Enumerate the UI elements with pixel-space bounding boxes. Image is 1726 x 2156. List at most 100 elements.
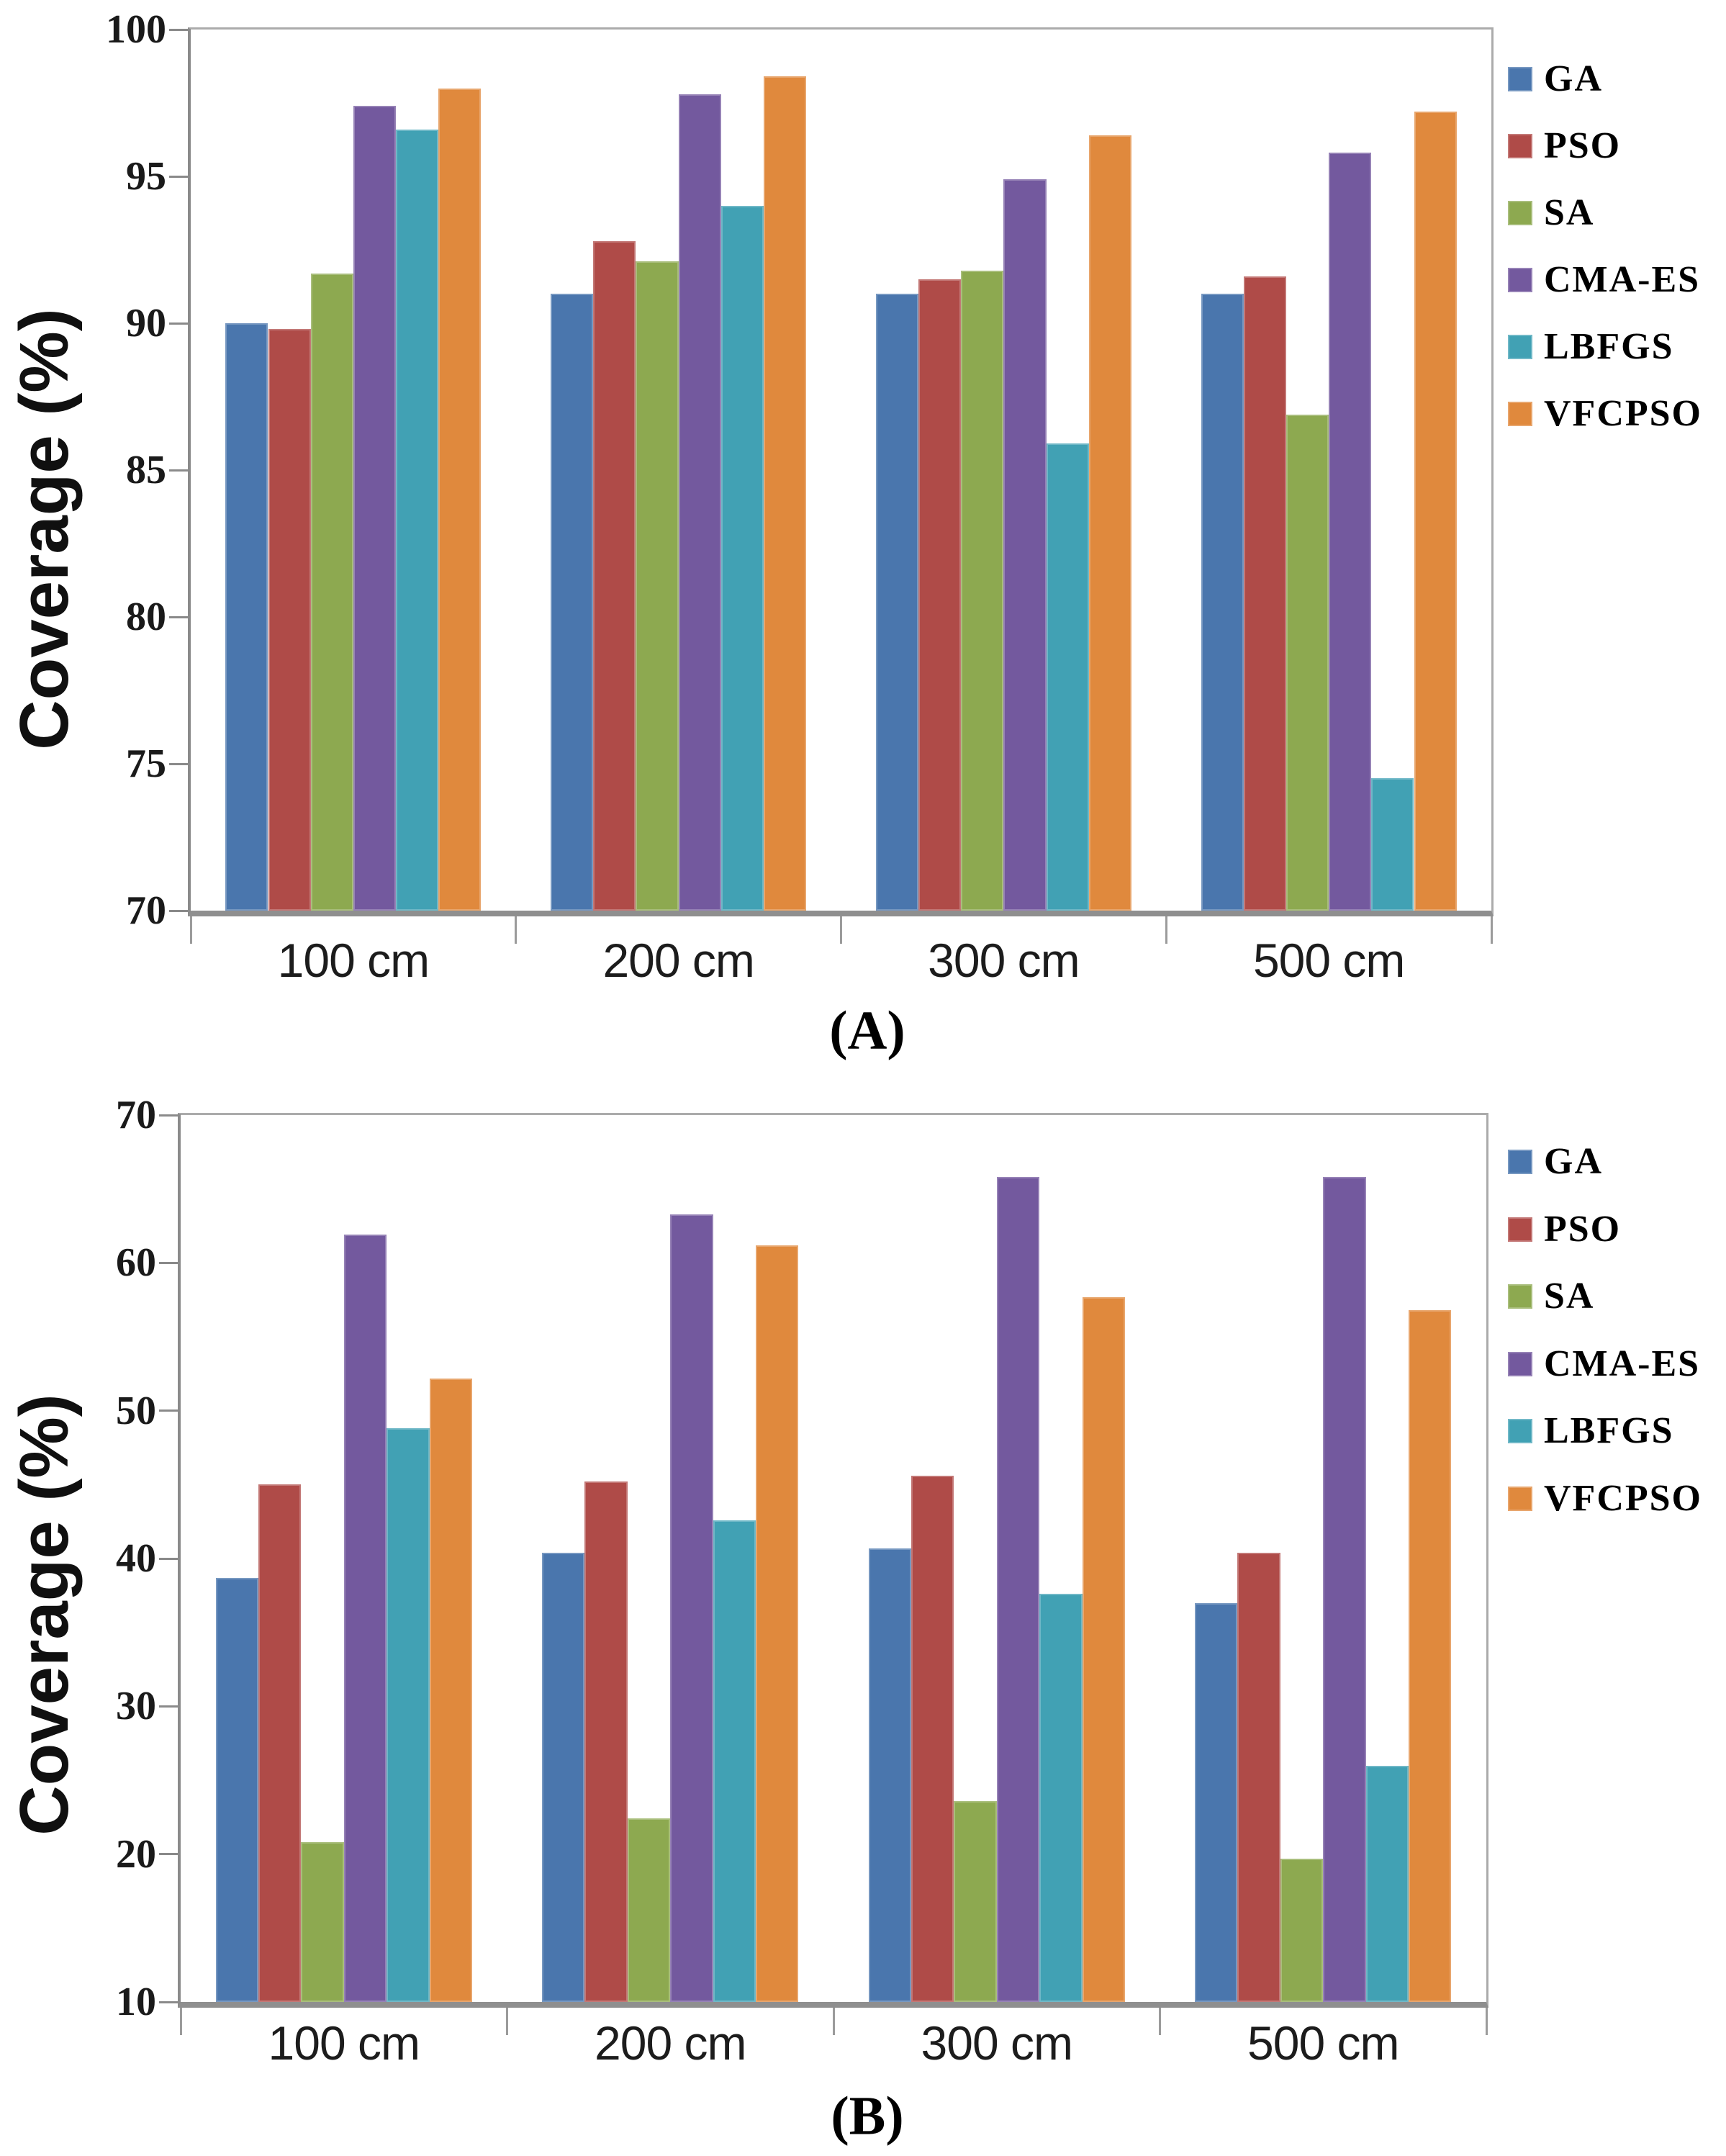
legend-swatch-ga <box>1508 1150 1532 1174</box>
bar-lbfgs-300cm <box>1039 1594 1083 2002</box>
y-tick-mark <box>159 1853 181 1856</box>
y-tick-mark <box>159 1261 181 1264</box>
x-tick-label-b: 300 cm <box>921 2016 1073 2070</box>
y-axis-title-a: Coverage (%) <box>6 308 83 750</box>
y-tick-label-b: 10 <box>116 1980 156 2024</box>
legend-swatch-sa <box>1508 1284 1532 1309</box>
bar-cma-es-300cm <box>996 1177 1040 2002</box>
x-tick-mark <box>189 916 192 944</box>
legend-item-sa: SA <box>1508 194 1594 232</box>
bar-vfcpso-500cm <box>1414 112 1457 911</box>
y-tick-label-b: 70 <box>116 1093 156 1137</box>
bar-sa-200cm <box>636 261 679 911</box>
bar-vfcpso-500cm <box>1409 1310 1452 2002</box>
bar-cma-es-200cm <box>670 1214 713 2002</box>
bar-sa-200cm <box>627 1818 671 2002</box>
bar-sa-100cm <box>310 273 353 911</box>
x-tick-label-a: 300 cm <box>928 934 1080 987</box>
y-tick-mark <box>169 615 191 618</box>
x-tick-mark <box>1485 2008 1488 2035</box>
legend-item-sa: SA <box>1508 1278 1594 1315</box>
legend-item-lbfgs: LBFGS <box>1508 1412 1674 1450</box>
bar-ga-200cm <box>542 1552 585 2002</box>
legend-item-pso: PSO <box>1508 127 1621 165</box>
y-tick-label-a: 75 <box>126 741 166 786</box>
y-tick-mark <box>169 28 191 31</box>
legend-swatch-ga <box>1508 67 1532 91</box>
bar-lbfgs-100cm <box>396 129 439 911</box>
bar-pso-500cm <box>1237 1552 1280 2002</box>
bar-vfcpso-100cm <box>429 1378 472 2002</box>
x-tick-mark <box>515 916 518 944</box>
y-tick-label-a: 95 <box>126 154 166 199</box>
y-tick-label-b: 30 <box>116 1684 156 1729</box>
legend-swatch-lbfgs <box>1508 1419 1532 1443</box>
y-tick-label-b: 50 <box>116 1388 156 1433</box>
legend-label-cma-es: CMA-ES <box>1544 1343 1701 1384</box>
y-tick-mark <box>159 1557 181 1560</box>
bar-sa-500cm <box>1286 414 1329 911</box>
bar-cma-es-200cm <box>678 94 721 911</box>
y-tick-mark <box>169 322 191 325</box>
y-tick-mark <box>159 1705 181 1708</box>
legend-item-ga: GA <box>1508 60 1603 98</box>
legend-label-sa: SA <box>1544 192 1595 233</box>
bar-vfcpso-300cm <box>1088 135 1131 911</box>
bar-ga-300cm <box>868 1548 911 2002</box>
y-tick-label-a: 80 <box>126 595 166 639</box>
legend-item-cma-es: CMA-ES <box>1508 1345 1700 1383</box>
bar-pso-100cm <box>268 329 311 911</box>
bar-sa-300cm <box>954 1800 997 2002</box>
x-tick-mark <box>840 916 842 944</box>
y-tick-label-a: 85 <box>126 448 166 492</box>
legend-swatch-pso <box>1508 134 1532 158</box>
legend-swatch-sa <box>1508 201 1532 225</box>
legend-swatch-pso <box>1508 1217 1532 1242</box>
y-tick-mark <box>169 469 191 472</box>
legend-label-lbfgs: LBFGS <box>1544 326 1674 367</box>
legend-label-lbfgs: LBFGS <box>1544 1410 1674 1451</box>
legend-label-pso: PSO <box>1544 125 1622 166</box>
bar-cma-es-100cm <box>343 1235 387 2002</box>
legend-item-pso: PSO <box>1508 1208 1622 1250</box>
bar-pso-300cm <box>918 279 962 911</box>
x-tick-label-a: 500 cm <box>1252 934 1405 987</box>
legend-swatch-cma-es <box>1508 1351 1532 1376</box>
bar-cma-es-100cm <box>353 106 397 911</box>
y-tick-mark <box>169 909 191 912</box>
y-tick-label-a: 70 <box>126 888 166 933</box>
bar-vfcpso-200cm <box>764 76 807 911</box>
bar-ga-300cm <box>875 294 918 911</box>
legend-label-cma-es: CMA-ES <box>1544 259 1701 300</box>
bar-ga-500cm <box>1195 1602 1238 2002</box>
bar-lbfgs-200cm <box>713 1520 756 2002</box>
bar-pso-200cm <box>593 240 636 911</box>
x-tick-label-b: 200 cm <box>595 2016 746 2070</box>
legend-item-ga: GA <box>1508 1143 1603 1181</box>
caption-b: (B) <box>831 2085 904 2147</box>
plot-area-b <box>178 1113 1488 2008</box>
bar-cma-es-300cm <box>1003 179 1047 911</box>
bar-lbfgs-300cm <box>1046 443 1089 911</box>
x-tick-label-b: 500 cm <box>1247 2016 1399 2070</box>
bar-cma-es-500cm <box>1323 1177 1366 2002</box>
y-tick-mark <box>169 175 191 178</box>
bar-cma-es-500cm <box>1329 153 1372 911</box>
bar-pso-300cm <box>911 1476 954 2002</box>
legend-item-cma-es: CMA-ES <box>1508 261 1700 299</box>
x-tick-mark <box>179 2008 182 2035</box>
bar-sa-100cm <box>301 1842 344 2002</box>
x-tick-label-a: 200 cm <box>602 934 754 987</box>
x-tick-mark <box>1490 916 1493 944</box>
legend-label-ga: GA <box>1544 58 1603 99</box>
bar-vfcpso-100cm <box>438 88 482 911</box>
legend-swatch-cma-es <box>1508 268 1532 292</box>
legend-label-pso: PSO <box>1544 1208 1622 1250</box>
y-tick-mark <box>169 762 191 765</box>
y-tick-label-b: 40 <box>116 1536 156 1581</box>
x-tick-label-a: 100 cm <box>277 934 430 987</box>
y-tick-label-a: 90 <box>126 301 166 346</box>
y-tick-mark <box>159 1409 181 1412</box>
bar-sa-300cm <box>961 270 1004 911</box>
